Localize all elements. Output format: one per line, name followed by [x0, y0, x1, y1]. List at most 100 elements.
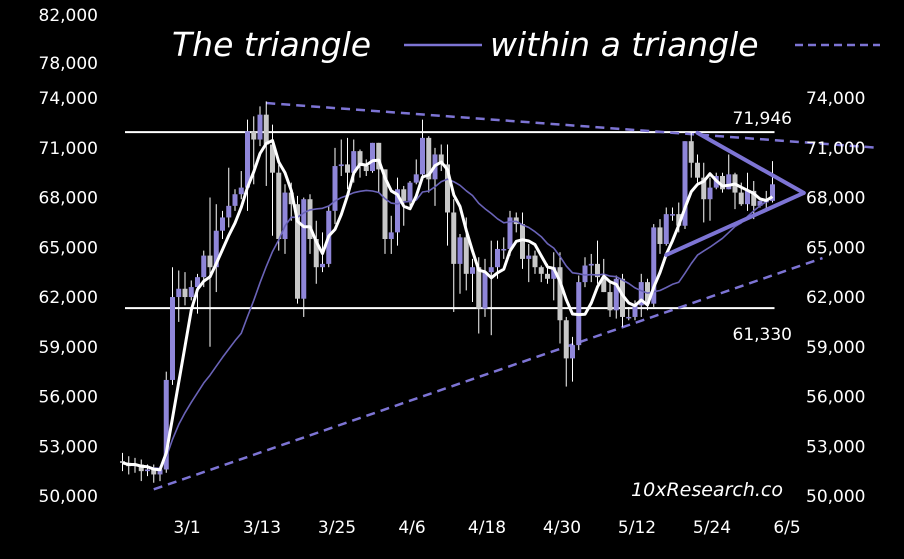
- y-tick-label-left: 82,000: [39, 6, 98, 26]
- horizontal-levels: 71,946 61,330: [125, 109, 792, 345]
- candle-body: [682, 141, 688, 226]
- y-tick-label-right: 50,000: [806, 487, 865, 507]
- candle-body: [526, 255, 532, 259]
- small-triangle-edge: [695, 130, 806, 195]
- candle-body: [301, 199, 307, 299]
- candle-body: [338, 164, 344, 167]
- y-tick-label-right: 62,000: [806, 288, 865, 308]
- candle-body: [438, 154, 444, 165]
- candle-body: [395, 189, 400, 233]
- y-tick-label-right: 56,000: [806, 388, 865, 408]
- candle-body: [545, 273, 550, 279]
- candle-body: [426, 137, 432, 180]
- candle-body: [676, 214, 682, 226]
- level-label: 71,946: [733, 109, 792, 129]
- candle-body: [501, 248, 507, 251]
- candle-body: [482, 272, 488, 309]
- x-tick-label: 5/24: [693, 518, 731, 538]
- candle-body: [257, 114, 263, 140]
- x-tick-label: 4/30: [543, 518, 581, 538]
- candle-body: [538, 267, 544, 274]
- candle-body: [738, 192, 744, 205]
- candle-body: [120, 461, 125, 463]
- candle-body: [201, 255, 207, 278]
- title-part1: The triangle: [172, 25, 371, 64]
- candle-body: [688, 141, 694, 163]
- candle-body: [176, 288, 182, 298]
- candle-body: [551, 267, 557, 279]
- y-tick-label-left: 62,000: [39, 288, 98, 308]
- dashed-trendline: [266, 101, 879, 150]
- candle-body: [670, 214, 675, 216]
- candle-body: [663, 214, 669, 244]
- title-part2: within a triangle: [490, 25, 759, 64]
- candle-body: [207, 255, 213, 268]
- candle-body: [626, 316, 632, 319]
- candle-body: [170, 297, 175, 380]
- candle-body: [307, 199, 313, 240]
- candle-body: [276, 172, 282, 240]
- x-axis: 3/1 3/13 3/25 4/6 4/18 4/30 5/12 5/24 6/5: [173, 518, 800, 538]
- x-tick-label: 3/1: [173, 518, 200, 538]
- candle-body: [213, 230, 219, 268]
- candle-body: [263, 114, 269, 145]
- moving-averages: [122, 139, 774, 472]
- dashed-trendline: [153, 256, 823, 491]
- candle-body: [138, 464, 144, 472]
- x-tick-label: 3/13: [243, 518, 281, 538]
- candle-body: [563, 320, 569, 359]
- candle-body: [488, 267, 494, 273]
- candle-body: [720, 176, 725, 190]
- y-tick-label-left: 71,000: [39, 139, 98, 159]
- candle-body: [182, 288, 188, 298]
- candle-body: [470, 267, 475, 274]
- candle-body: [726, 174, 732, 190]
- candle-body: [601, 277, 607, 293]
- candle-body: [695, 162, 700, 178]
- x-tick-label: 4/18: [468, 518, 506, 538]
- candle-body: [351, 151, 357, 173]
- small-triangle-edge: [664, 190, 806, 257]
- y-tick-label-left: 65,000: [39, 238, 98, 258]
- candle-body: [582, 265, 588, 283]
- candle-body: [388, 232, 394, 240]
- candle-body: [607, 292, 613, 311]
- candle-body: [701, 177, 707, 200]
- candle-body: [238, 187, 244, 195]
- candle-body: [757, 200, 763, 206]
- x-tick-label: 5/12: [618, 518, 656, 538]
- candle-body: [532, 255, 538, 268]
- candle-body: [613, 278, 619, 311]
- y-tick-label-right: 68,000: [806, 189, 865, 209]
- candle-body: [745, 190, 750, 205]
- x-tick-label: 6/5: [773, 518, 800, 538]
- y-tick-label-left: 74,000: [39, 89, 98, 109]
- candle-body: [457, 237, 463, 264]
- y-tick-label-right: 74,000: [806, 89, 865, 109]
- candle-body: [657, 227, 663, 244]
- x-tick-label: 3/25: [318, 518, 356, 538]
- candle-body: [476, 267, 482, 309]
- candle-body: [413, 174, 419, 183]
- candle-body: [188, 287, 194, 298]
- candle-body: [463, 237, 469, 274]
- candle-body: [651, 227, 657, 304]
- candle-body: [282, 192, 288, 240]
- y-tick-label-right: 71,000: [806, 139, 865, 159]
- candle-body: [295, 204, 300, 299]
- y-tick-label-left: 78,000: [39, 54, 98, 74]
- y-tick-label-right: 53,000: [806, 437, 865, 457]
- candle-body: [495, 248, 500, 268]
- y-tick-label-right: 65,000: [806, 238, 865, 258]
- y-tick-label-left: 56,000: [39, 388, 98, 408]
- candle-body: [157, 469, 163, 475]
- level-label: 61,330: [733, 325, 792, 345]
- candle-body: [445, 164, 450, 213]
- candle-body: [507, 217, 513, 249]
- candle-body: [632, 305, 638, 317]
- candle-body: [376, 142, 382, 170]
- candle-body: [332, 166, 338, 211]
- candle-body: [151, 469, 157, 475]
- candle-body: [195, 277, 200, 288]
